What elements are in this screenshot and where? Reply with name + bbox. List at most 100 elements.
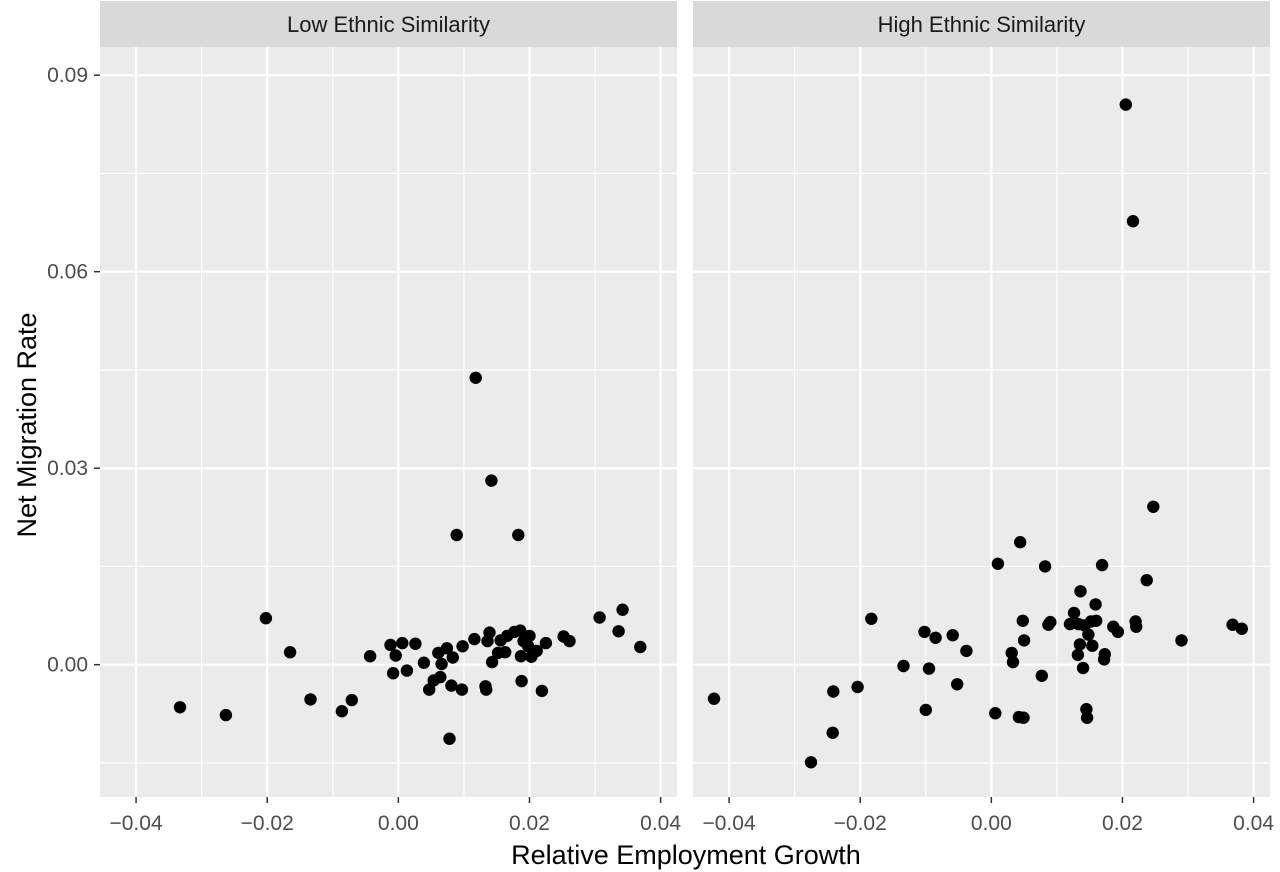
data-point [1016, 614, 1029, 627]
x-tick-label: 0.02 [1102, 812, 1143, 835]
data-point [616, 603, 629, 616]
data-point [1098, 648, 1112, 661]
data-point [304, 693, 317, 706]
data-point [435, 657, 448, 671]
data-point [389, 649, 402, 662]
data-point [1147, 500, 1160, 513]
data-point [1095, 558, 1109, 572]
data-point [469, 371, 482, 384]
panel-background [693, 47, 1270, 797]
data-point [1086, 639, 1099, 652]
data-point [535, 684, 549, 698]
data-point [363, 650, 377, 663]
x-tick-label: −0.04 [109, 812, 162, 835]
data-point [468, 632, 481, 646]
data-point [919, 703, 932, 717]
y-tick-label: 0.00 [47, 654, 88, 677]
x-tick-label: −0.04 [702, 812, 755, 835]
data-point [417, 656, 431, 669]
data-point [446, 651, 459, 664]
data-point [455, 683, 469, 696]
gridlines [693, 47, 1270, 797]
data-point [1175, 634, 1188, 647]
data-point [1235, 622, 1249, 635]
data-point [1090, 614, 1103, 627]
x-tick-label: −0.02 [241, 812, 294, 835]
y-tick-label: 0.09 [47, 64, 88, 87]
data-point [929, 631, 942, 644]
data-point [1140, 574, 1153, 587]
x-tick-label: 0.00 [378, 812, 419, 835]
data-point [259, 612, 273, 625]
x-axis-2: −0.04 −0.02 0.00 0.02 0.04 [702, 797, 1274, 835]
data-point [219, 708, 233, 722]
data-point [1119, 98, 1133, 111]
data-point [450, 528, 463, 542]
x-axes: −0.04 −0.02 0.00 0.02 0.04 −0.04 −0.02 0.00 0.02… [109, 797, 1274, 835]
data-point [1130, 620, 1143, 633]
data-point [922, 662, 936, 675]
data-point [1035, 669, 1049, 682]
data-point [456, 640, 469, 653]
data-point [1014, 536, 1027, 549]
data-point [423, 683, 436, 696]
data-point [827, 685, 840, 698]
data-point [1126, 215, 1140, 228]
data-point [1080, 711, 1094, 724]
data-point [563, 634, 576, 648]
x-tick-label: 0.04 [1233, 812, 1274, 835]
data-point [514, 624, 527, 637]
x-tick-label: 0.04 [640, 812, 681, 835]
y-tick-label: 0.06 [47, 261, 88, 284]
data-point [1017, 711, 1030, 724]
data-point [1006, 655, 1020, 669]
data-point [946, 629, 959, 642]
data-point [851, 680, 864, 694]
x-tick-label: −0.02 [834, 812, 887, 835]
data-point [440, 642, 454, 655]
data-point [335, 705, 349, 718]
strip-label: High Ethnic Similarity [878, 12, 1086, 37]
data-point [386, 667, 400, 680]
data-point [1082, 628, 1095, 641]
data-point [804, 756, 818, 769]
strip-background [100, 1, 677, 47]
data-point [612, 625, 625, 638]
data-point [707, 692, 721, 705]
data-point [445, 679, 458, 692]
strip-label: Low Ethnic Similarity [287, 12, 490, 37]
data-point [826, 726, 839, 739]
points [173, 371, 647, 745]
data-point [384, 638, 397, 652]
data-point [593, 611, 606, 624]
data-point [434, 670, 447, 684]
panel-1: Low Ethnic Similarity [100, 1, 677, 797]
data-point [1005, 646, 1018, 660]
data-point [897, 659, 910, 673]
data-point [1038, 560, 1052, 573]
data-point [523, 629, 536, 643]
x-tick-label: 0.00 [971, 812, 1012, 835]
data-point [634, 640, 647, 654]
data-point [1067, 606, 1081, 620]
data-point [960, 644, 973, 658]
data-point [485, 655, 499, 669]
data-point [1111, 625, 1125, 639]
data-point [409, 637, 422, 650]
panels: Low Ethnic Similarity High Ethnic Similar… [100, 1, 1270, 797]
data-point [1076, 661, 1090, 675]
data-point [1071, 648, 1085, 662]
y-axis-title: Net Migration Rate [12, 312, 42, 537]
data-point [1089, 598, 1102, 611]
data-point [515, 674, 528, 688]
data-point [991, 557, 1005, 570]
points [707, 98, 1249, 769]
data-point [483, 626, 496, 639]
x-axis-title: Relative Employment Growth [511, 840, 861, 870]
data-point [514, 650, 528, 663]
data-point [485, 474, 498, 487]
data-point [173, 701, 187, 714]
data-point [530, 644, 543, 658]
panel-2: High Ethnic Similarity [693, 1, 1270, 797]
